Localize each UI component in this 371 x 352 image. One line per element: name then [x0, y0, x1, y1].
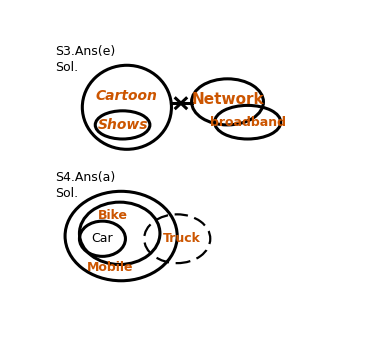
Text: Shows: Shows: [97, 118, 148, 132]
Text: broadband: broadband: [210, 116, 286, 129]
Text: Network: Network: [191, 92, 264, 107]
Text: Car: Car: [92, 232, 113, 245]
Text: S4.Ans(a): S4.Ans(a): [55, 171, 115, 184]
Text: Sol.: Sol.: [55, 61, 78, 74]
Text: Sol.: Sol.: [55, 187, 78, 200]
Text: Mobile: Mobile: [86, 261, 133, 274]
Text: Cartoon: Cartoon: [96, 89, 158, 103]
Text: Bike: Bike: [98, 209, 128, 222]
Text: S3.Ans(e): S3.Ans(e): [55, 45, 115, 58]
Text: Truck: Truck: [162, 232, 200, 245]
